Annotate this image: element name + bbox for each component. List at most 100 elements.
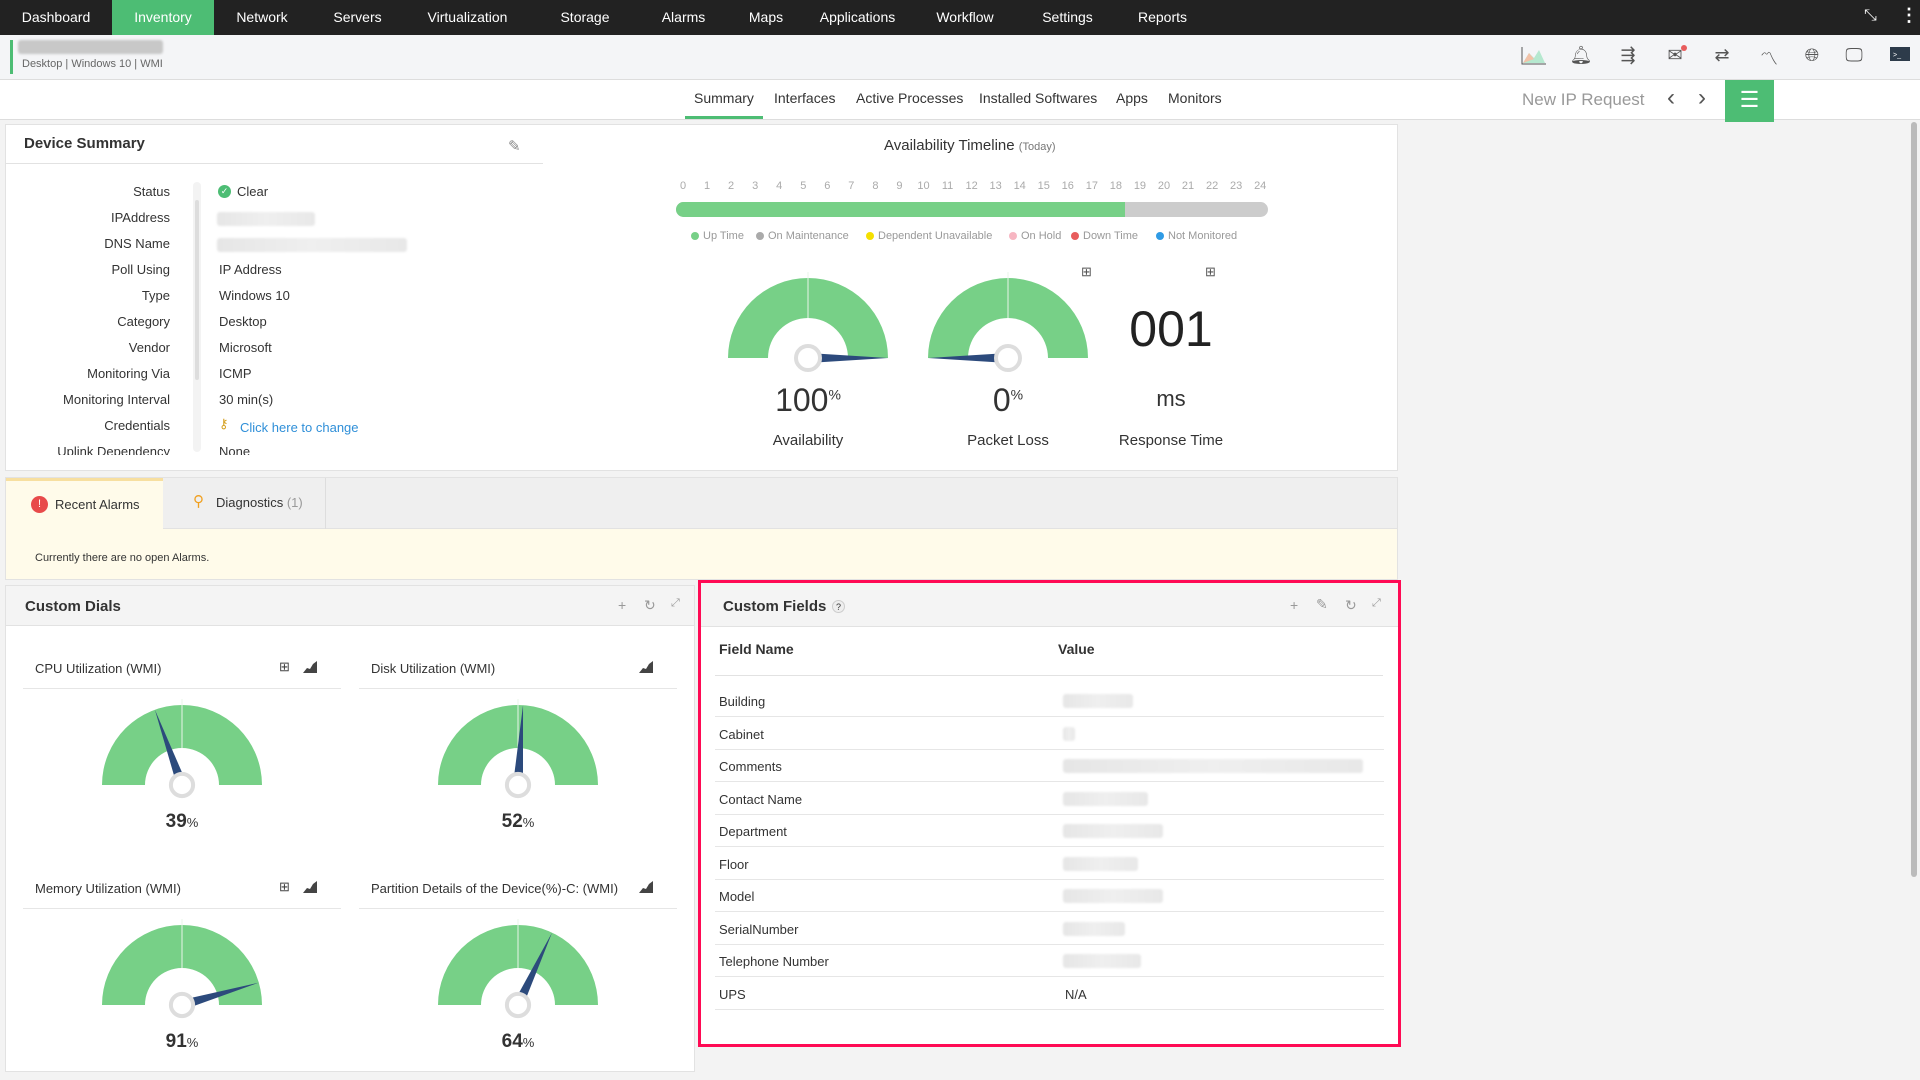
remote-desktop-icon[interactable]: 🖵 <box>1845 45 1863 65</box>
nav-maps[interactable]: Maps <box>748 9 784 25</box>
menu-button[interactable]: ☰ <box>1725 80 1774 122</box>
accent-bar <box>10 40 13 74</box>
nav-inventory[interactable]: Inventory <box>112 0 214 35</box>
availability-value: 100% <box>775 382 841 419</box>
custom-dial: CPU Utilization (WMI) ⊞ 39% <box>5 585 345 832</box>
help-icon[interactable]: ? <box>832 600 845 613</box>
timeline-hour-tick: 10 <box>917 180 930 192</box>
globe-icon[interactable]: 🌐︎ <box>1804 45 1820 65</box>
field-label: DNS Name <box>104 236 170 251</box>
field-value: 30 min(s) <box>219 392 274 407</box>
report-icon[interactable]: ⊞ <box>279 659 290 674</box>
tab-recent-alarms[interactable]: ! Recent Alarms <box>6 478 163 530</box>
legend-label: Down Time <box>1083 230 1139 242</box>
legend-item: Down Time <box>1071 230 1138 242</box>
table-row: SerialNumber <box>715 913 1384 945</box>
timeline-hour-tick: 21 <box>1181 180 1195 192</box>
tab-apps[interactable]: Apps <box>1116 90 1148 106</box>
timeline-hour-tick: 18 <box>1109 180 1123 192</box>
field-value: ICMP <box>219 366 252 381</box>
dial-value-unit: % <box>522 1035 535 1050</box>
add-icon[interactable]: + <box>1290 597 1299 613</box>
nav-storage[interactable]: Storage <box>560 9 610 25</box>
link-icon[interactable]: ⇄ <box>1714 45 1730 65</box>
packet-loss-gauge <box>928 272 1088 372</box>
workflow-icon[interactable]: ⇶ <box>1620 45 1636 65</box>
nav-virtualization[interactable]: Virtualization <box>427 9 508 25</box>
graph-icon[interactable] <box>1520 45 1548 67</box>
terminal-icon[interactable]: >_ <box>1886 45 1914 67</box>
chart-icon[interactable] <box>303 881 317 896</box>
diagnostics-icon: ⚲ <box>193 493 204 510</box>
nav-workflow[interactable]: Workflow <box>936 9 994 25</box>
tab-diagnostics[interactable]: ⚲ Diagnostics (1) <box>163 478 326 529</box>
availability-timeline-bar[interactable] <box>676 202 1268 217</box>
path-icon[interactable]: 〽 <box>1760 49 1778 69</box>
new-ip-request-link[interactable]: New IP Request <box>1522 90 1645 109</box>
availability-label: Availability <box>772 432 844 449</box>
report-icon[interactable]: ⊞ <box>1081 264 1092 279</box>
timeline-hour-tick: 17 <box>1085 180 1098 192</box>
gauge-hub <box>794 344 822 372</box>
dial-gauge <box>102 699 262 799</box>
chart-icon[interactable] <box>639 661 653 676</box>
refresh-icon[interactable]: ↻ <box>644 597 656 613</box>
edit-icon[interactable]: ✎ <box>1316 596 1328 612</box>
nav-reports[interactable]: Reports <box>1137 9 1188 25</box>
previous-device-button[interactable]: ‹ <box>1667 84 1675 111</box>
field-label: Monitoring Interval <box>63 392 170 407</box>
dial-title: Partition Details of the Device(%)-C: (W… <box>371 881 619 896</box>
legend-dot <box>1071 232 1079 240</box>
report-icon[interactable]: ⊞ <box>1205 264 1216 279</box>
page-scrollbar[interactable] <box>1911 122 1917 877</box>
top-navigation: Dashboard Inventory Network Servers Virtuali… <box>0 0 1920 35</box>
dial-value: 39% <box>166 811 199 833</box>
custom-dial: Partition Details of the Device(%)-C: (W… <box>341 805 681 1052</box>
table-row: Department <box>715 815 1384 847</box>
tab-active-processes[interactable]: Active Processes <box>856 90 964 106</box>
chart-icon[interactable] <box>303 661 317 676</box>
add-icon[interactable]: + <box>618 597 627 613</box>
nav-applications[interactable]: Applications <box>819 9 896 25</box>
field-value: Desktop <box>219 314 267 329</box>
field-value: IP Address <box>219 262 282 277</box>
gauge-needle <box>513 932 553 1008</box>
divider <box>359 908 677 909</box>
field-name: SerialNumber <box>719 921 799 937</box>
chart-icon[interactable] <box>639 881 653 896</box>
nav-dashboard[interactable]: Dashboard <box>21 9 91 25</box>
expand-icon[interactable]: ⤢ <box>1372 597 1381 609</box>
collapse-icon[interactable]: ⤡ <box>1864 7 1877 24</box>
mail-icon[interactable]: ✉ <box>1661 45 1689 67</box>
tab-summary[interactable]: Summary <box>685 90 763 119</box>
timeline-hour-tick: 19 <box>1133 180 1147 192</box>
nav-network[interactable]: Network <box>236 9 288 25</box>
nav-alarms[interactable]: Alarms <box>661 9 706 25</box>
availability-number: 100 <box>775 382 829 418</box>
timeline-hour-tick: 16 <box>1061 180 1074 192</box>
more-vertical-icon[interactable]: ⋮ <box>1900 5 1918 25</box>
expand-icon[interactable]: ⤢ <box>671 597 680 609</box>
timeline-hour-tick: 5 <box>800 180 807 192</box>
nav-servers[interactable]: Servers <box>333 9 382 25</box>
report-icon[interactable]: ⊞ <box>279 879 290 894</box>
timeline-hour-tick: 11 <box>941 180 954 192</box>
scrollbar[interactable] <box>193 182 201 452</box>
alarm-bell-icon[interactable]: 🔔︎ <box>1569 45 1593 65</box>
tab-installed-softwares[interactable]: Installed Softwares <box>979 90 1098 106</box>
gauge-hub <box>168 991 196 1019</box>
timeline-hour-tick: 14 <box>1013 180 1026 192</box>
field-value-redacted <box>1063 954 1141 968</box>
gauge-arc <box>928 278 1088 358</box>
next-device-button[interactable]: › <box>1698 84 1706 111</box>
alarm-icon: ! <box>31 496 48 513</box>
field-label: Status <box>133 184 170 199</box>
gauge-hub <box>504 991 532 1019</box>
packet-loss-value: 0% <box>993 382 1023 419</box>
edit-icon[interactable]: ✎ <box>508 138 521 155</box>
change-credentials-link[interactable]: Click here to change <box>240 420 359 435</box>
nav-settings[interactable]: Settings <box>1042 9 1093 25</box>
tab-interfaces[interactable]: Interfaces <box>774 90 836 106</box>
refresh-icon[interactable]: ↻ <box>1345 597 1357 613</box>
tab-monitors[interactable]: Monitors <box>1168 90 1222 106</box>
